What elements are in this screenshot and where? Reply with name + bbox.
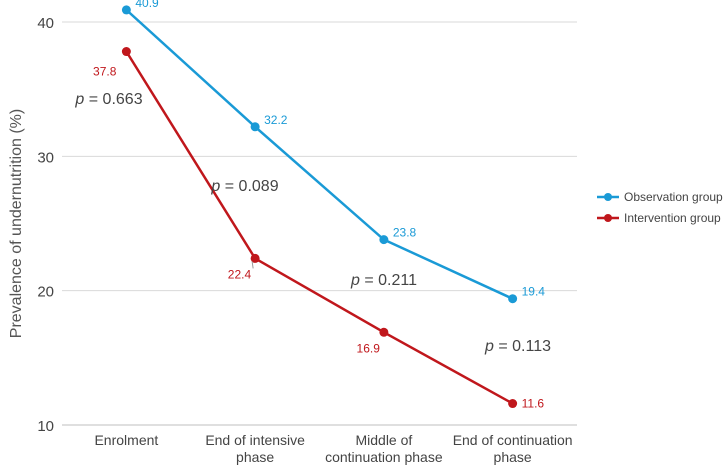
x-tick-label: Middle of continuation phase [325, 432, 443, 465]
x-tick-label-line: Middle of [355, 432, 412, 448]
p-value: = 0.211 [360, 272, 417, 289]
p-symbol: p [210, 178, 220, 195]
legend-label: Observation group [624, 190, 723, 204]
data-point [379, 235, 389, 245]
series-line-observation [125, 8, 514, 300]
series-line-intervention [125, 50, 514, 405]
data-label: 19.4 [522, 285, 546, 299]
x-tick-label-line: End of intensive [205, 432, 305, 448]
data-label: 11.6 [522, 397, 545, 411]
x-tick-label-line: Enrolment [94, 432, 158, 448]
data-point [250, 253, 260, 263]
y-tick-label: 10 [37, 418, 54, 435]
series [121, 5, 518, 409]
data-label: 22.4 [228, 267, 252, 281]
data-labels: 40.9 32.2 23.8 19.4 37.8 22.4 16.9 11.6 [93, 0, 545, 411]
y-axis-title: Prevalence of undernutrition (%) [8, 109, 25, 338]
data-point [508, 399, 518, 409]
p-value-annotation: p = 0.211 [350, 272, 417, 289]
y-tick-label: 40 [37, 15, 54, 32]
p-value: = 0.113 [494, 338, 551, 355]
p-value-annotation: p = 0.113 [484, 338, 551, 355]
x-tick-label: End of intensive phase [205, 432, 305, 465]
legend-label: Intervention group [624, 211, 721, 225]
data-label: 37.8 [93, 65, 117, 79]
gridlines [62, 21, 577, 292]
x-tick-label: End of continuation phase [453, 432, 573, 465]
p-value-annotation: p = 0.663 [74, 91, 142, 108]
data-point [121, 5, 131, 15]
data-label: 23.8 [393, 226, 417, 240]
y-tick-label: 30 [37, 149, 54, 166]
legend: Observation group Intervention group [597, 190, 723, 225]
legend-swatch-marker [604, 214, 612, 222]
x-tick-label-line: phase [236, 449, 274, 465]
x-tick-label: Enrolment [94, 432, 158, 448]
x-tick-label-line: End of continuation [453, 432, 573, 448]
p-symbol: p [350, 272, 360, 289]
data-label: 32.2 [264, 113, 288, 127]
p-symbol: p [74, 91, 84, 108]
data-point [250, 122, 260, 132]
data-point [379, 327, 389, 337]
data-point [121, 47, 131, 57]
x-tick-label-line: phase [494, 449, 532, 465]
data-point [508, 294, 518, 304]
p-value: = 0.089 [220, 178, 278, 195]
x-tick-label-line: continuation phase [325, 449, 443, 465]
legend-swatch-marker [604, 193, 612, 201]
data-label-leader [251, 261, 254, 269]
y-tick-label: 20 [37, 284, 54, 301]
data-label: 40.9 [135, 0, 159, 10]
p-symbol: p [484, 338, 494, 355]
p-value: = 0.663 [84, 91, 142, 108]
p-value-annotation: p = 0.089 [210, 178, 278, 195]
data-label: 16.9 [357, 341, 381, 355]
